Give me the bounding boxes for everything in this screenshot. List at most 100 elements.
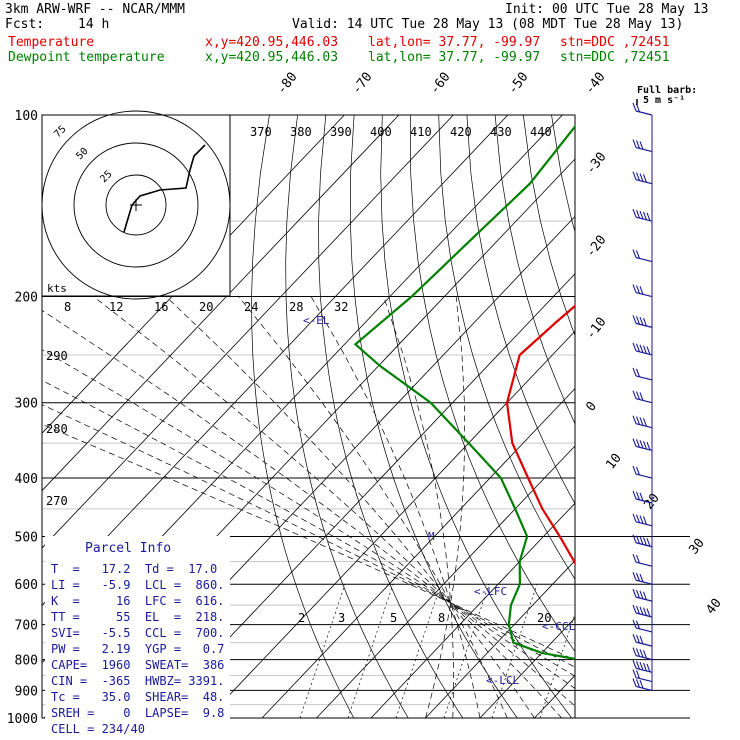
wind-barb-shaft (635, 473, 653, 479)
wind-barb-shaft (635, 654, 653, 661)
wind-barb (632, 660, 653, 673)
mixing-ratio-line (539, 612, 575, 719)
isotherm-label: -80 (274, 70, 300, 98)
theta-label: 270 (46, 494, 68, 508)
wind-barb-flag (639, 606, 644, 615)
wind-barb-flag (642, 591, 648, 601)
theta-label: 380 (290, 125, 312, 139)
wind-barb (632, 669, 653, 683)
moist-adiabat (425, 296, 466, 719)
wind-barb-shaft (635, 627, 653, 633)
theta-label: 390 (330, 125, 352, 139)
wind-barb-shaft (635, 423, 653, 429)
wind-barb-flag (632, 342, 637, 352)
dry-adiabat (251, 115, 355, 719)
wind-barb-flag (646, 538, 651, 547)
wind-barb-flag (646, 346, 651, 355)
wind-barb-flag (639, 590, 644, 600)
theta-e-label: 16 (154, 300, 168, 314)
temperature-legend-latlon: lat,lon= 37.77, -99.97 (368, 35, 541, 50)
wind-barb-flag (639, 635, 644, 645)
theta-label: 430 (490, 125, 512, 139)
wind-barb (632, 390, 653, 404)
wind-barb-flag (632, 572, 637, 581)
wind-barb (632, 647, 653, 661)
wind-barb-flag (639, 680, 644, 689)
level-marker: <-LFC (474, 585, 507, 598)
parcel-info-row: SVI= -5.5 CCL = 700. (51, 626, 225, 640)
dewpoint-profile (353, 124, 575, 660)
isotherm-line (152, 273, 575, 719)
pressure-tick-label: 1000 (7, 712, 38, 727)
wind-barb-flag (639, 492, 644, 501)
wind-barb-flag (639, 316, 644, 326)
wind-barb-shaft (635, 179, 653, 185)
temperature-legend-station: stn=DDC ,72451 (560, 35, 670, 50)
wind-barb-flag (646, 663, 651, 673)
wind-barb-flag (639, 286, 644, 295)
wind-barb (632, 604, 653, 618)
parcel-info-row: PW = 2.19 YGP = 0.7 (51, 642, 225, 656)
theta-label: 290 (46, 349, 68, 363)
wind-barb (632, 367, 653, 381)
hodograph-trace (123, 144, 206, 233)
wind-barb-flag (632, 284, 637, 293)
wind-barb-flag (635, 661, 641, 670)
theta-label: 400 (370, 125, 392, 139)
moist-adiabat (238, 296, 508, 719)
isotherm-line (698, 115, 740, 718)
parcel-info-row: CAPE= 1960 SWEAT= 386 (51, 658, 225, 672)
isotherm-line (589, 115, 740, 718)
wind-barb-flag (632, 660, 637, 669)
dry-adiabat (721, 115, 740, 718)
wind-barb-flag (635, 140, 641, 149)
wind-barb-shaft (635, 322, 653, 328)
wind-barb-flag (639, 344, 644, 353)
wind-barb-flag (632, 604, 637, 614)
theta-e-label: 20 (199, 300, 213, 314)
wind-barb (632, 249, 653, 263)
theta-e-label: 12 (109, 300, 123, 314)
isotherm-label: -60 (427, 70, 453, 98)
wind-barb (632, 572, 653, 585)
wind-barb (632, 513, 653, 527)
wind-barb-flag (632, 588, 637, 598)
wind-barb-flag (632, 415, 637, 424)
wind-barb (632, 315, 653, 328)
isotherm-line (479, 617, 575, 719)
isotherm-line (42, 115, 345, 434)
isotherm-label: 40 (703, 596, 724, 618)
wind-barb-flag (635, 103, 641, 113)
wind-barb-flag (639, 210, 644, 220)
wind-barb (632, 534, 653, 548)
pressure-tick-label: 300 (15, 397, 38, 412)
wind-barb-flag (635, 391, 641, 400)
isotherm-line (316, 445, 575, 719)
parcel-info-row: K = 16 LFC = 616. (51, 594, 225, 608)
dry-adiabat (693, 115, 740, 718)
wind-barb-flag (642, 662, 648, 672)
wind-barb-flag (635, 620, 641, 630)
wind-barb-flag (632, 647, 637, 656)
wind-barb-shaft (635, 398, 653, 404)
wind-barb-flag (646, 212, 651, 221)
wind-barb-flag (642, 317, 648, 327)
isotherm-label: -70 (349, 70, 375, 98)
wind-barb (632, 139, 653, 153)
moist-adiabat (42, 424, 575, 661)
moist-adiabat (383, 296, 454, 719)
parcel-info-row: CELL = 234/40 (51, 722, 145, 736)
wind-barb-flag (635, 466, 641, 476)
mixing-ratio-line (443, 584, 490, 719)
wind-barb-flag (642, 174, 648, 183)
dry-adiabat (438, 115, 575, 580)
isotherm-line (261, 387, 575, 719)
wind-barb-flag (639, 141, 644, 150)
wind-barb-flag (635, 172, 641, 181)
pressure-tick-label: 800 (15, 654, 38, 669)
wind-barb-shaft (635, 676, 653, 683)
wind-barb-flag (632, 534, 637, 543)
hodograph-ring (73, 142, 199, 268)
